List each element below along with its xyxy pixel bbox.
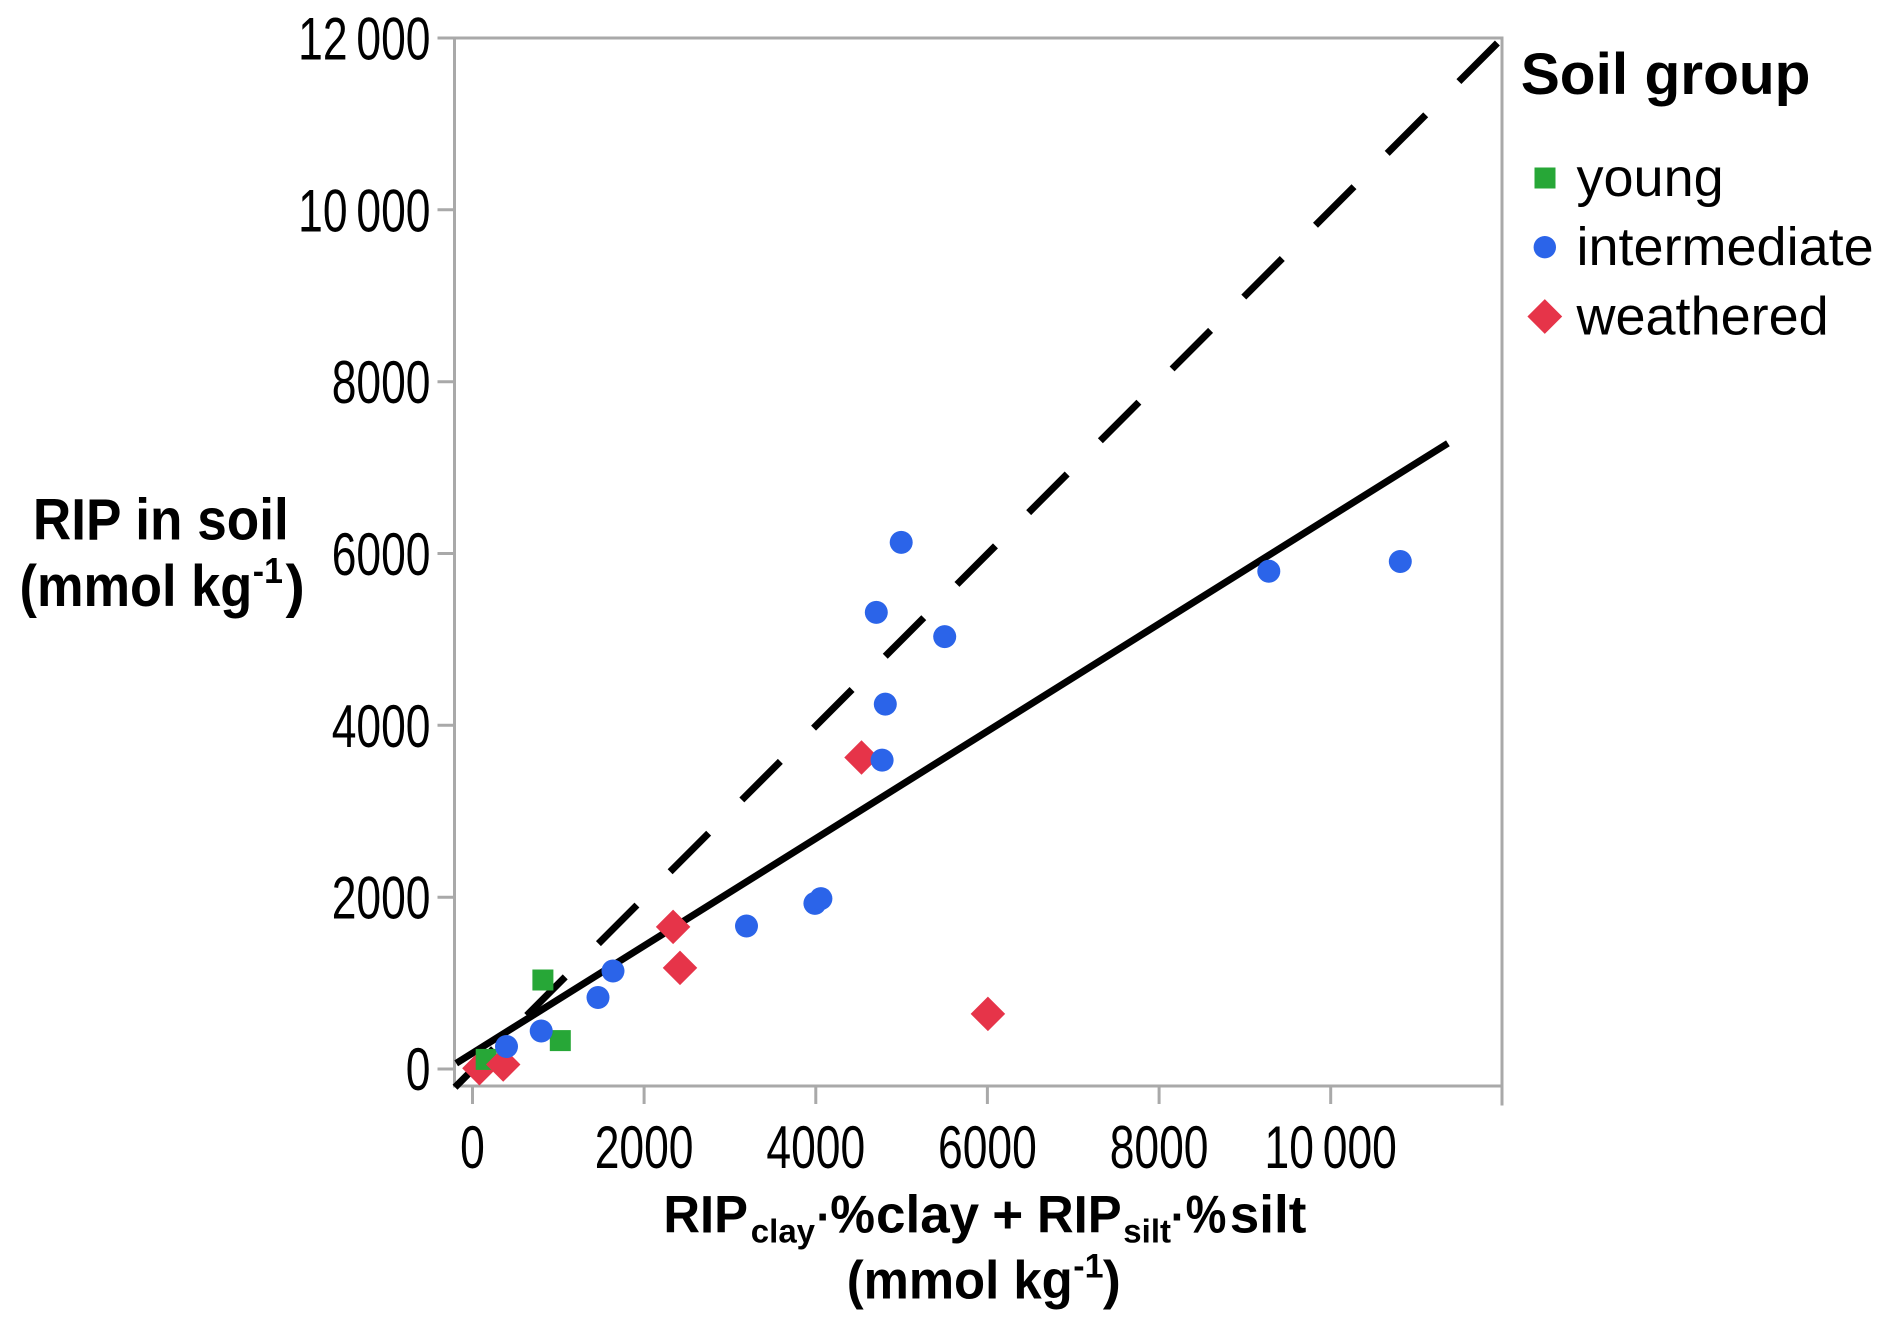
svg-text:10 000: 10 000: [298, 178, 430, 245]
svg-text:Soil group: Soil group: [1521, 42, 1811, 107]
svg-text:weathered: weathered: [1576, 287, 1829, 347]
svg-text:4000: 4000: [766, 1115, 865, 1182]
svg-text:2000: 2000: [332, 865, 431, 932]
svg-text:intermediate: intermediate: [1577, 217, 1874, 277]
svg-text:RIP in soil: RIP in soil: [33, 488, 289, 553]
svg-text:0: 0: [406, 1037, 431, 1104]
svg-text:·: ·: [1171, 1191, 1186, 1243]
svg-text:%: %: [1186, 1185, 1227, 1245]
svg-text:): ): [1103, 1250, 1121, 1310]
svg-text:10 000: 10 000: [1265, 1115, 1397, 1182]
svg-text:0: 0: [460, 1115, 485, 1182]
svg-text:-1: -1: [253, 551, 283, 591]
svg-text:silt: silt: [1123, 1213, 1171, 1250]
svg-text:): ): [286, 554, 305, 619]
svg-text:young: young: [1577, 148, 1724, 208]
svg-text:2000: 2000: [595, 1115, 694, 1182]
svg-text:·: ·: [816, 1191, 831, 1243]
svg-text:RIP: RIP: [1037, 1185, 1122, 1244]
svg-text:(mmol kg: (mmol kg: [20, 553, 253, 618]
svg-text:6000: 6000: [332, 522, 431, 589]
svg-text:RIP: RIP: [663, 1185, 748, 1244]
svg-text:6000: 6000: [938, 1115, 1037, 1182]
svg-text:%: %: [830, 1185, 875, 1244]
svg-text:-1: -1: [1073, 1247, 1103, 1285]
svg-text:clay: clay: [751, 1213, 816, 1250]
svg-text:silt: silt: [1230, 1186, 1307, 1245]
svg-text:(mmol kg: (mmol kg: [847, 1251, 1073, 1311]
svg-text:12 000: 12 000: [298, 6, 430, 73]
svg-text:+: +: [992, 1186, 1023, 1245]
svg-text:8000: 8000: [1110, 1115, 1209, 1182]
svg-text:clay: clay: [876, 1186, 980, 1245]
svg-text:8000: 8000: [332, 350, 431, 417]
svg-text:4000: 4000: [332, 693, 431, 760]
